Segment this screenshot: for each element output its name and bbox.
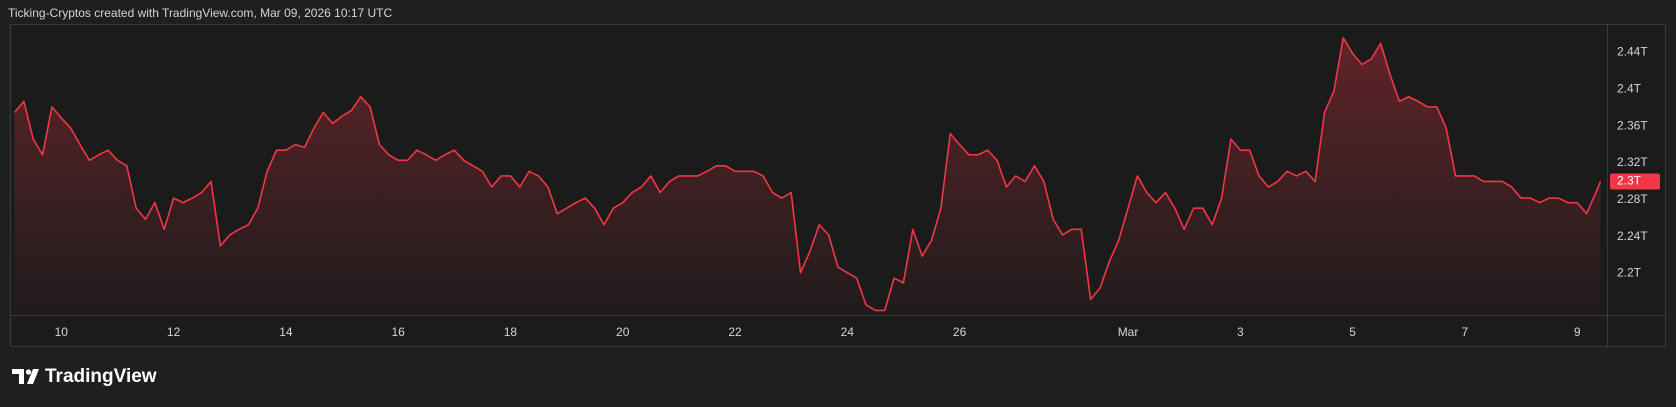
x-tick-label: 10 <box>55 325 69 339</box>
x-tick-label: 9 <box>1574 325 1581 339</box>
brand-logo <box>12 369 39 384</box>
x-tick-label: 5 <box>1349 325 1356 339</box>
x-tick-label: 7 <box>1462 325 1469 339</box>
last-value-label: 2.3T <box>1617 174 1642 188</box>
y-tick-label: 2.28T <box>1617 192 1648 206</box>
y-tick-label: 2.36T <box>1617 118 1648 132</box>
x-tick-label: 14 <box>279 325 293 339</box>
x-tick-label: 20 <box>616 325 630 339</box>
x-tick-label: 3 <box>1237 325 1244 339</box>
x-tick-label: 16 <box>391 325 405 339</box>
logo-mark <box>27 369 39 384</box>
x-tick-label: 12 <box>167 325 181 339</box>
x-tick-label: 22 <box>728 325 742 339</box>
x-tick-label: Mar <box>1118 325 1139 339</box>
y-tick-label: 2.4T <box>1617 82 1642 96</box>
brand: TradingView <box>45 366 157 387</box>
y-tick-label: 2.24T <box>1617 229 1648 243</box>
x-tick-label: 24 <box>841 325 855 339</box>
area-fill <box>14 37 1601 316</box>
price-line <box>13 37 1602 312</box>
y-tick-label: 2.44T <box>1617 45 1648 59</box>
y-tick-label: 2.2T <box>1617 266 1642 280</box>
last-value-badge <box>1610 173 1660 190</box>
x-tick-label: 26 <box>953 325 967 339</box>
logo-mark <box>12 369 24 384</box>
logo-mark <box>25 369 32 375</box>
header: Ticking-Cryptos created with TradingView… <box>8 6 393 20</box>
x-tick-label: 18 <box>504 325 518 339</box>
y-tick-label: 2.32T <box>1617 155 1648 169</box>
